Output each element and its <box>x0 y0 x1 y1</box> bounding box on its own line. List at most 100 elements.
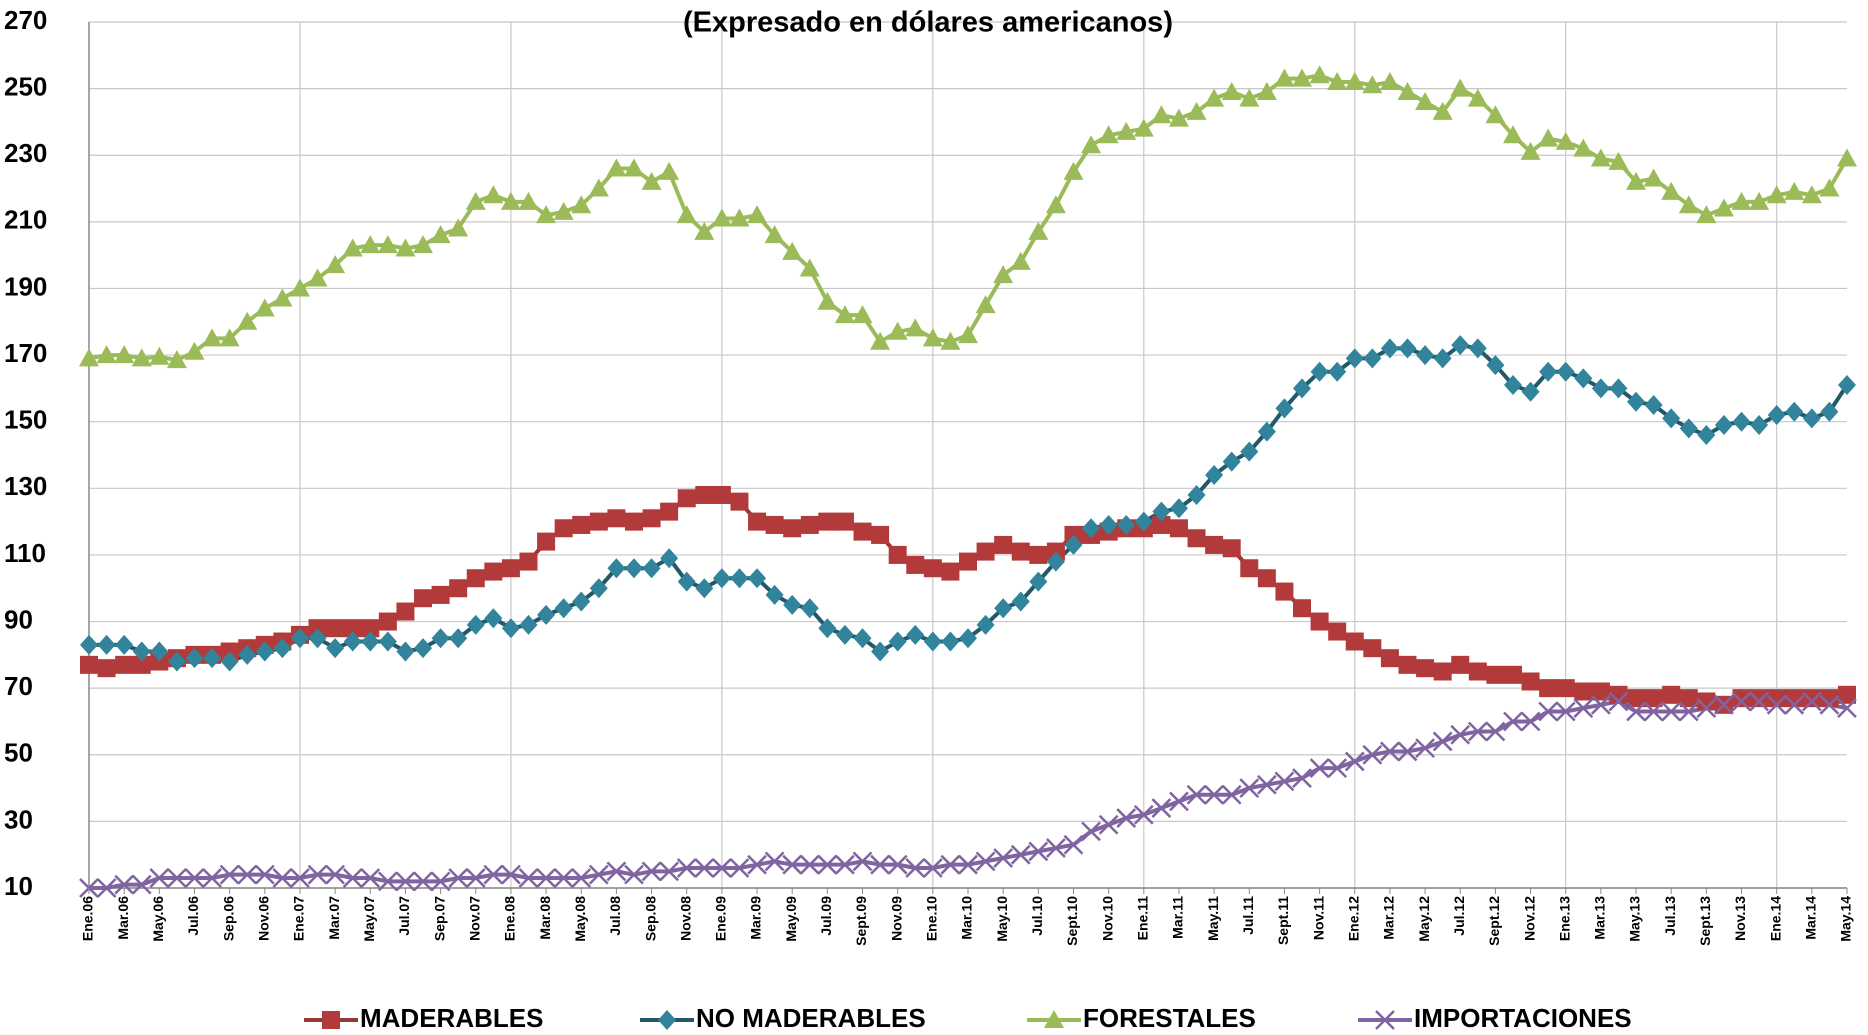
marker-triangle <box>1590 148 1611 167</box>
marker-x <box>237 864 258 885</box>
marker-diamond <box>185 648 204 669</box>
marker-square <box>1451 655 1470 674</box>
marker-diamond <box>1240 441 1259 462</box>
marker-diamond <box>203 648 222 669</box>
marker-square <box>695 485 714 504</box>
marker-x <box>817 854 838 875</box>
marker-x <box>1063 834 1084 855</box>
marker-diamond <box>1064 534 1083 555</box>
marker-x <box>1046 838 1066 858</box>
marker-x <box>536 868 556 888</box>
marker-diamond <box>642 558 661 579</box>
marker-triangle <box>1063 161 1084 180</box>
marker-square <box>1820 689 1839 708</box>
x-tick-label: May.08 <box>572 896 588 942</box>
marker-triangle <box>1415 91 1436 110</box>
x-tick-label: Jul.08 <box>607 896 623 936</box>
marker-diamond <box>1820 401 1839 422</box>
marker-triangle <box>782 241 803 260</box>
marker-diamond <box>554 598 573 619</box>
x-tick-label: Ene.13 <box>1556 896 1572 941</box>
x-tick-label: Mar.11 <box>1170 896 1186 939</box>
marker-square <box>343 619 362 638</box>
marker-square <box>906 555 925 574</box>
marker-triangle <box>606 158 627 177</box>
marker-triangle <box>219 328 240 347</box>
marker-diamond <box>1328 361 1347 382</box>
marker-x <box>1362 744 1383 765</box>
marker-x <box>711 858 732 878</box>
marker-triangle <box>1573 138 1594 157</box>
marker-x <box>1133 804 1154 825</box>
marker-diamond <box>695 578 714 599</box>
marker-diamond <box>1838 375 1856 396</box>
marker-diamond <box>1416 345 1435 366</box>
marker-x <box>905 858 926 878</box>
x-tick-label: Nov.12 <box>1521 896 1537 941</box>
legend-label: IMPORTACIONES <box>1414 1003 1632 1033</box>
marker-x <box>1626 701 1646 722</box>
marker-diamond <box>589 578 608 599</box>
marker-triangle <box>254 298 275 317</box>
marker-x <box>588 864 609 885</box>
marker-triangle <box>711 208 732 227</box>
marker-square <box>1539 679 1558 698</box>
x-tick-label: Ene.09 <box>713 896 729 941</box>
marker-x <box>852 851 873 872</box>
grid <box>88 21 1847 889</box>
marker-x <box>1450 724 1471 745</box>
marker-x <box>1432 731 1453 752</box>
marker-triangle <box>676 205 697 224</box>
marker-triangle <box>553 201 574 220</box>
marker-triangle <box>1749 191 1770 210</box>
marker-diamond <box>624 558 643 579</box>
marker-triangle <box>1221 81 1242 100</box>
marker-square <box>484 562 503 581</box>
marker-triangle <box>377 235 398 254</box>
y-tick-label: 230 <box>4 138 47 168</box>
marker-triangle <box>395 238 416 257</box>
marker-diamond <box>238 644 257 665</box>
marker-square <box>923 559 942 578</box>
marker-x <box>1801 691 1822 712</box>
marker-diamond <box>167 651 186 672</box>
marker-triangle <box>870 331 891 350</box>
marker-diamond <box>1679 418 1698 439</box>
marker-triangle <box>1151 105 1172 124</box>
marker-triangle <box>1520 141 1541 160</box>
marker-x <box>782 854 803 875</box>
x-tick-label: May.12 <box>1416 896 1432 942</box>
marker-x <box>518 868 539 888</box>
marker-square <box>730 492 749 511</box>
marker-square <box>976 542 995 561</box>
marker-square <box>1380 649 1399 668</box>
marker-x <box>887 854 908 875</box>
marker-x <box>307 864 328 885</box>
marker-triangle <box>1239 88 1260 107</box>
marker-x <box>1292 768 1312 788</box>
marker-diamond <box>1433 348 1452 369</box>
marker-square <box>1029 545 1048 564</box>
marker-x <box>870 854 890 875</box>
marker-square <box>519 552 538 571</box>
marker-triangle <box>641 171 662 190</box>
marker-triangle <box>623 158 644 177</box>
marker-triangle <box>993 265 1014 284</box>
marker-diamond <box>906 624 925 645</box>
marker-triangle <box>1116 121 1137 140</box>
marker-triangle <box>1538 128 1559 147</box>
marker-triangle <box>747 205 768 224</box>
marker-triangle <box>202 328 223 347</box>
x-tick-label: Jul.12 <box>1451 896 1467 936</box>
x-tick-label: May.13 <box>1627 896 1643 942</box>
marker-diamond <box>378 631 397 652</box>
marker-diamond <box>1750 415 1769 436</box>
marker-x <box>1819 694 1840 715</box>
marker-x <box>290 868 310 888</box>
marker-triangle <box>764 225 785 244</box>
x-tick-label: Jul.11 <box>1240 896 1256 935</box>
marker-square <box>624 512 643 531</box>
marker-x <box>448 868 469 888</box>
marker-triangle <box>729 208 750 227</box>
marker-diamond <box>1363 348 1382 369</box>
